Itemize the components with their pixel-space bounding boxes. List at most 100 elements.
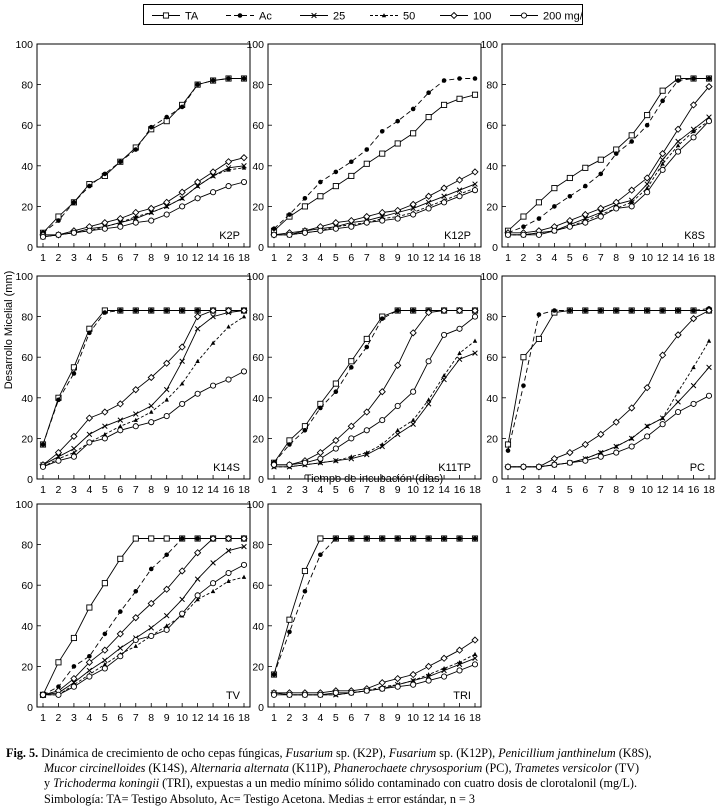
series-line <box>273 538 475 675</box>
x-tick-label: 18 <box>703 484 715 496</box>
data-point <box>598 171 604 177</box>
data-point <box>149 210 154 215</box>
data-point <box>86 673 93 680</box>
x-tick-label: 2 <box>287 252 293 264</box>
data-point <box>318 552 323 558</box>
x-tick-label: 5 <box>102 712 108 724</box>
data-point <box>644 423 650 429</box>
x-tick-label: 10 <box>176 484 188 496</box>
data-point <box>116 400 124 408</box>
legend-item-TA: TA <box>152 11 199 23</box>
y-tick-label: 40 <box>486 393 498 405</box>
data-point <box>504 441 512 448</box>
data-point <box>675 148 682 155</box>
series-100 <box>270 306 479 469</box>
x-tick-label: 6 <box>582 252 588 264</box>
data-point <box>116 630 124 638</box>
data-point <box>163 386 170 393</box>
x-tick-label: 6 <box>582 484 588 496</box>
data-point <box>705 306 713 315</box>
x-tick-label: 9 <box>395 484 401 496</box>
data-point <box>441 331 448 338</box>
data-point <box>118 308 123 313</box>
data-point <box>628 203 635 210</box>
data-point <box>628 186 636 194</box>
data-point <box>132 208 140 217</box>
x-tick-label: 16 <box>688 252 700 264</box>
x-tick-label: 8 <box>379 712 385 724</box>
x-tick-label: 18 <box>703 252 715 264</box>
y-tick-label: 0 <box>27 702 33 714</box>
data-point <box>410 681 417 688</box>
x-tick-label: 12 <box>423 252 435 264</box>
data-point <box>378 679 386 687</box>
data-point <box>675 408 682 416</box>
data-point <box>286 231 293 238</box>
x-tick-label: 3 <box>71 252 77 264</box>
data-point <box>597 453 604 460</box>
x-tick-label: 10 <box>407 712 419 724</box>
data-point <box>456 187 463 193</box>
data-point <box>471 187 479 194</box>
data-point <box>87 183 92 189</box>
data-point <box>193 312 202 321</box>
series-25 <box>40 307 247 468</box>
y-tick-label: 80 <box>252 312 264 324</box>
y-tick-label: 60 <box>21 120 33 132</box>
x-tick-label: 3 <box>71 712 77 724</box>
data-point <box>675 138 681 145</box>
y-tick-label: 60 <box>252 120 264 132</box>
data-point <box>597 204 605 213</box>
data-point <box>457 659 462 665</box>
x-tick-label: 14 <box>438 712 450 724</box>
data-point <box>240 534 248 543</box>
x-tick-label: 7 <box>133 252 139 264</box>
series-TA <box>270 307 479 466</box>
data-point <box>164 397 169 402</box>
series-line <box>42 167 245 238</box>
data-point <box>271 226 277 232</box>
data-point <box>54 448 63 457</box>
legend-item-Ac: Ac <box>226 11 272 23</box>
series-Ac <box>505 306 712 453</box>
data-point <box>240 154 248 162</box>
series-line <box>273 653 476 696</box>
data-point <box>660 98 665 104</box>
data-point <box>193 549 202 557</box>
data-point <box>348 358 355 365</box>
data-point <box>116 214 124 223</box>
data-point <box>226 578 231 583</box>
data-point <box>225 183 232 190</box>
series-Ac <box>40 76 247 236</box>
series-TA <box>270 535 479 678</box>
y-tick-label: 80 <box>21 312 33 324</box>
data-point <box>441 101 448 108</box>
data-point <box>241 76 247 81</box>
y-tick-label: 0 <box>258 474 264 486</box>
data-point <box>132 423 139 430</box>
data-point <box>179 195 185 201</box>
data-point <box>658 351 667 359</box>
data-point <box>195 82 200 87</box>
data-point <box>148 566 154 572</box>
data-point <box>332 436 340 445</box>
data-point <box>426 536 431 541</box>
data-point <box>612 418 620 426</box>
data-point <box>409 200 417 209</box>
data-point <box>644 122 650 128</box>
x-tick-label: 7 <box>364 252 370 264</box>
data-point <box>147 373 155 382</box>
data-point <box>394 674 402 683</box>
data-point <box>410 211 417 218</box>
x-tick-label: 4 <box>317 484 323 496</box>
data-point <box>660 161 665 166</box>
y-tick-label: 100 <box>480 39 498 51</box>
legend-label: 25 <box>333 11 345 23</box>
series-line <box>274 352 476 468</box>
data-point <box>441 78 447 83</box>
data-point <box>426 90 431 96</box>
data-point <box>380 442 385 447</box>
data-point <box>363 160 370 167</box>
data-point <box>410 421 416 427</box>
data-point <box>643 384 651 392</box>
